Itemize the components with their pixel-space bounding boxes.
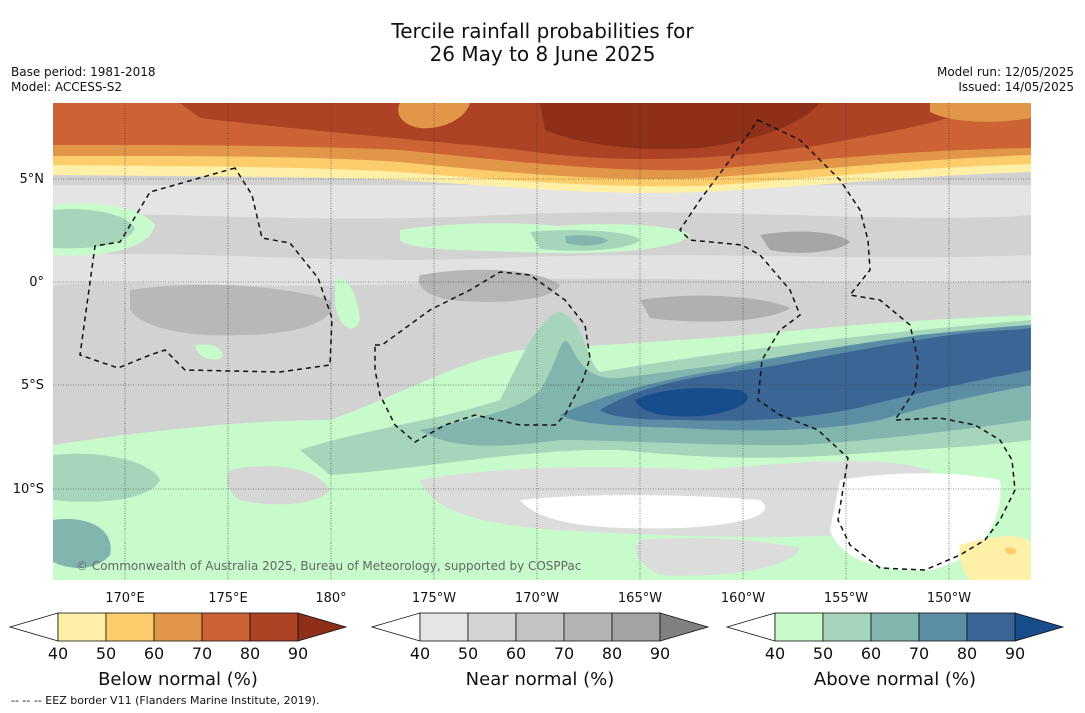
- south-gray-patch: [227, 466, 330, 505]
- colorbar-segment: [966, 612, 1016, 642]
- lat-label-5s: 5°S: [21, 378, 44, 393]
- above-normal-eq-70: [565, 235, 608, 246]
- eez-footnote: -- -- -- EEZ border V11 (Flanders Marine…: [11, 694, 320, 707]
- colorbar-min-extend: [8, 612, 59, 642]
- near-normal-dark-patch-3: [760, 231, 850, 253]
- issued-label: Issued: 14/05/2025: [958, 80, 1074, 94]
- model-run-label: Model run: 12/05/2025: [936, 65, 1074, 79]
- colorbar-tick-label: 40: [765, 644, 785, 663]
- lat-label-5n: 5°N: [20, 172, 45, 187]
- meta-right: Model run: 12/05/2025 Issued: 14/05/2025: [937, 65, 1074, 95]
- lat-label-0: 0°: [29, 275, 44, 290]
- colorbar-tick-label: 50: [458, 644, 478, 663]
- south-below-patch-se-2: [1005, 547, 1017, 555]
- below-normal-90: [540, 103, 820, 150]
- colorbar-max-extend: [297, 612, 348, 642]
- colorbar-title: Below normal (%): [98, 669, 258, 690]
- colorbar-segment: [918, 612, 968, 642]
- colorbar-segment: [467, 612, 517, 642]
- near-normal-light-band: [53, 185, 1031, 219]
- colorbar-tick-label: 70: [909, 644, 929, 663]
- above-normal-south-max: [635, 388, 748, 417]
- above-normal-small-2: [195, 344, 223, 360]
- colorbar-tick-label: 50: [813, 644, 833, 663]
- colorbar-title: Near normal (%): [466, 669, 615, 690]
- colorbar-tick-label: 90: [288, 644, 308, 663]
- colorbars: 40 50 60 70 80 90 Below normal (%) 40 50 60 70 80 90…: [8, 612, 1065, 690]
- south-white-patch-2: [830, 473, 1001, 571]
- near-normal-light-band-2: [53, 253, 1031, 286]
- colorbar-segment: [419, 612, 469, 642]
- colorbar-tick-label: 60: [144, 644, 164, 663]
- south-below-patch-se: [959, 536, 1031, 580]
- above-normal-west-60: [53, 209, 135, 249]
- lon-label-160w: 160°W: [721, 591, 765, 606]
- lon-label-155w: 155°W: [824, 591, 868, 606]
- lon-label-150w: 150°W: [927, 591, 971, 606]
- title-line-2: 26 May to 8 June 2025: [429, 42, 656, 66]
- colorbar-segment: [105, 612, 155, 642]
- longitude-labels: 170°E 175°E 180° 175°W 170°W 165°W 160°W…: [105, 591, 971, 606]
- above-normal-small: [335, 277, 360, 329]
- colorbar-segment: [870, 612, 920, 642]
- colorbar-title: Above normal (%): [814, 669, 976, 690]
- colorbar-segment: [774, 612, 824, 642]
- meta-left: Base period: 1981-2018 Model: ACCESS-S2: [11, 65, 156, 95]
- lon-label-175w: 175°W: [412, 591, 456, 606]
- colorbar-tick-label: 80: [957, 644, 977, 663]
- south-white-patch: [520, 495, 766, 529]
- copyright-text: © Commonwealth of Australia 2025, Bureau…: [76, 559, 581, 573]
- south-above-patch-sw: [53, 519, 111, 568]
- colorbar-tick-label: 90: [1005, 644, 1025, 663]
- colorbar-max-extend: [1014, 612, 1065, 642]
- lon-label-165w: 165°W: [618, 591, 662, 606]
- south-above-patch-sw-2: [53, 453, 160, 502]
- colorbar-tick-label: 60: [506, 644, 526, 663]
- lon-label-170w: 170°W: [515, 591, 559, 606]
- below-normal-patch-2: [930, 103, 1031, 122]
- lon-label-180: 180°: [315, 591, 346, 606]
- near-normal-dark-patch-4: [640, 295, 790, 322]
- colorbar-tick-label: 50: [96, 644, 116, 663]
- base-period-label: Base period: 1981-2018: [11, 65, 156, 79]
- colorbar-segment: [201, 612, 251, 642]
- colorbar-min-extend: [725, 612, 776, 642]
- colorbar-min-extend: [370, 612, 421, 642]
- south-gray-patch-3: [636, 537, 800, 576]
- colorbar-3: 40 50 60 70 80 90 Above normal (%): [725, 612, 1065, 690]
- colorbar-tick-label: 60: [861, 644, 881, 663]
- colorbar-segment: [57, 612, 107, 642]
- colorbar-tick-label: 40: [410, 644, 430, 663]
- lon-label-170e: 170°E: [105, 591, 145, 606]
- lon-label-175e: 175°E: [208, 591, 248, 606]
- eez-borders: [79, 119, 1016, 571]
- colorbar-max-extend: [659, 612, 710, 642]
- colorbar-segment: [153, 612, 203, 642]
- near-normal-dark-patch-2: [418, 269, 560, 302]
- model-label: Model: ACCESS-S2: [11, 80, 123, 94]
- colorbar-tick-label: 70: [554, 644, 574, 663]
- colorbar-2: 40 50 60 70 80 90 Near normal (%): [370, 612, 710, 690]
- colorbar-tick-label: 80: [602, 644, 622, 663]
- colorbar-segment: [563, 612, 613, 642]
- map-fields: [53, 103, 1031, 580]
- lat-label-10s: 10°S: [13, 482, 44, 497]
- colorbar-tick-label: 90: [650, 644, 670, 663]
- latitude-labels: 5°N 0° 5°S 10°S: [13, 172, 44, 497]
- colorbar-tick-label: 80: [240, 644, 260, 663]
- colorbar-tick-label: 70: [192, 644, 212, 663]
- title-line-1: Tercile rainfall probabilities for: [391, 19, 694, 43]
- map-title: Tercile rainfall probabilities for 26 Ma…: [0, 20, 1085, 66]
- colorbar-tick-label: 40: [48, 644, 68, 663]
- colorbar-segment: [249, 612, 299, 642]
- near-normal-dark-patch: [130, 284, 332, 336]
- colorbar-1: 40 50 60 70 80 90 Below normal (%): [8, 612, 348, 690]
- colorbar-segment: [822, 612, 872, 642]
- colorbar-segment: [611, 612, 661, 642]
- colorbar-segment: [515, 612, 565, 642]
